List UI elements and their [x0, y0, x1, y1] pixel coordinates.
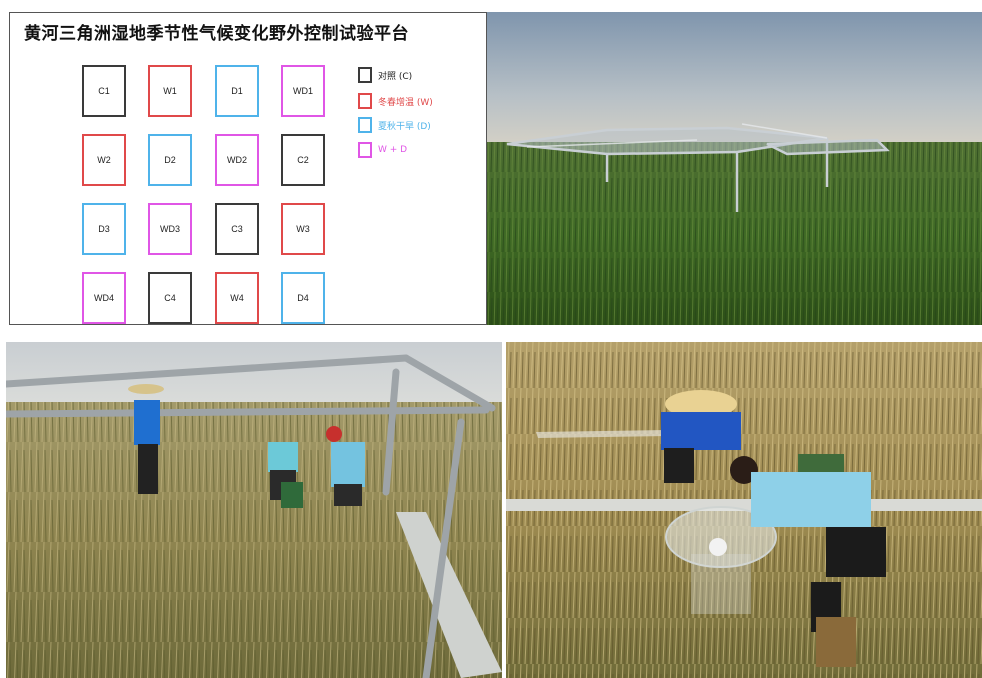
plot-wd3: WD3 [148, 203, 192, 255]
legend-item-wd: W + D [358, 141, 407, 159]
legend-item-c: 对照 (C) [358, 66, 412, 84]
photo-researchers-chamber [506, 342, 982, 678]
plot-w4: W4 [215, 272, 259, 324]
legend-item-w: 冬春增温 (W) [358, 92, 433, 110]
plot-wd2: WD2 [215, 134, 259, 186]
legend-item-d: 夏秋干旱 (D) [358, 116, 431, 134]
legend-label: 夏秋干旱 (D) [378, 121, 431, 132]
plot-wd1: WD1 [281, 65, 325, 117]
plot-w1: W1 [148, 65, 192, 117]
plot-d3: D3 [82, 203, 126, 255]
legend-swatch [358, 117, 372, 133]
legend-swatch [358, 142, 372, 158]
photo-researchers-frame [6, 342, 502, 678]
plot-w3: W3 [281, 203, 325, 255]
plot-d4: D4 [281, 272, 325, 324]
legend-label: W + D [378, 145, 408, 155]
plot-w2: W2 [82, 134, 126, 186]
photo-wetland-shelters [487, 12, 982, 325]
plot-c2: C2 [281, 134, 325, 186]
plot-c1: C1 [82, 65, 126, 117]
diagram-title: 黄河三角洲湿地季节性气候变化野外控制试验平台 [24, 24, 409, 44]
plot-c4: C4 [148, 272, 192, 324]
plot-c3: C3 [215, 203, 259, 255]
plot-d2: D2 [148, 134, 192, 186]
legend-label: 冬春增温 (W) [378, 97, 433, 108]
legend-label: 对照 (C) [378, 71, 413, 82]
plot-d1: D1 [215, 65, 259, 117]
plot-wd4: WD4 [82, 272, 126, 324]
legend-swatch [358, 67, 372, 83]
plot-layout-diagram: 黄河三角洲湿地季节性气候变化野外控制试验平台 C1 W1 D1 WD1 W2 D2 WD2 C… [9, 12, 487, 325]
legend-swatch [358, 93, 372, 109]
